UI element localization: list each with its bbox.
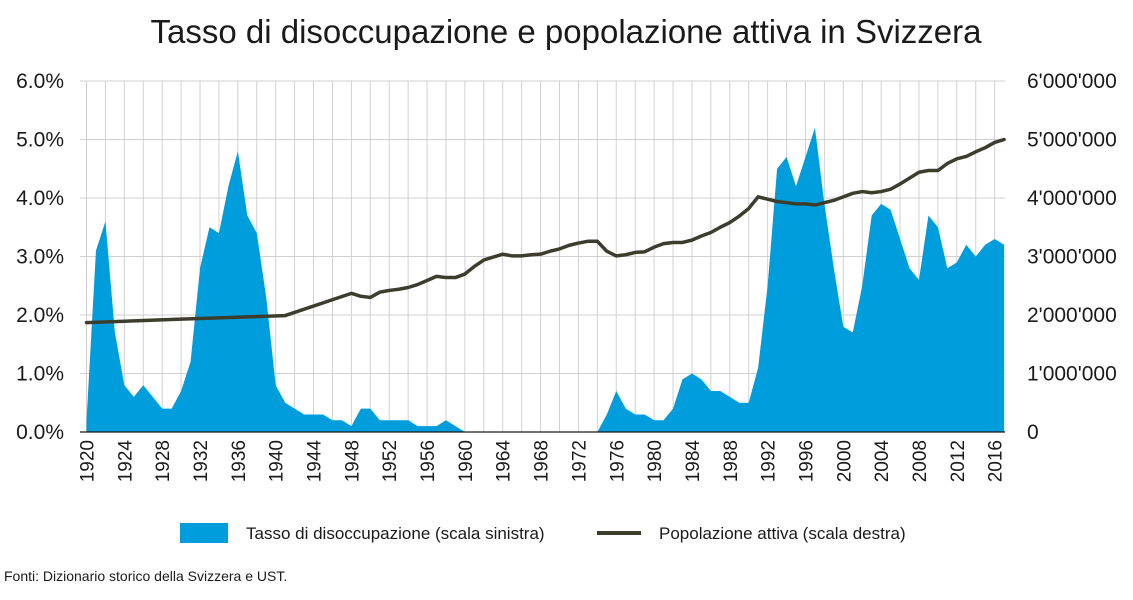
x-tick-label: 1944 — [305, 440, 326, 483]
x-tick-label: 1976 — [607, 440, 628, 482]
x-tick-label: 1972 — [569, 440, 590, 482]
unemployment-area — [86, 127, 1005, 433]
x-tick-label: 2008 — [910, 440, 931, 482]
x-tick-labels: 1920 1924 1928 1932 1936 1940 1944 1948 1952 1956… — [78, 440, 1007, 483]
legend-label-labour-force: Popolazione attiva (scala destra) — [659, 524, 906, 543]
legend-swatch-unemployment — [180, 523, 228, 543]
y-right-tick-label: 0 — [1027, 421, 1039, 444]
y-right-tick-label: 2'000'000 — [1027, 304, 1117, 327]
x-tick-label: 1920 — [78, 440, 99, 482]
legend-label-unemployment: Tasso di disoccupazione (scala sinistra) — [246, 524, 545, 543]
y-left-tick-label: 4.0% — [16, 187, 64, 210]
x-tick-label: 1960 — [456, 440, 477, 482]
x-tick-label: 1980 — [645, 440, 666, 482]
y-right-tick-label: 4'000'000 — [1027, 187, 1117, 210]
x-tick-label: 1988 — [721, 440, 742, 482]
y-left-tick-label: 2.0% — [16, 304, 64, 327]
source-note: Fonti: Dizionario storico della Svizzera… — [4, 568, 287, 584]
x-tick-label: 1968 — [532, 440, 553, 482]
x-tick-label: 2000 — [834, 440, 855, 482]
x-tick-label: 1996 — [796, 440, 817, 482]
chart-title: Tasso di disoccupazione e popolazione at… — [151, 13, 983, 50]
x-tick-label: 1992 — [759, 440, 780, 482]
x-tick-label: 1936 — [229, 440, 250, 482]
x-tick-label: 1964 — [494, 440, 515, 483]
y-left-tick-label: 5.0% — [16, 129, 64, 152]
y-right-tick-label: 5'000'000 — [1027, 129, 1117, 152]
x-tick-label: 1928 — [153, 440, 174, 482]
x-tick-label: 1952 — [380, 440, 401, 482]
labour-force-line-layer — [84, 137, 1006, 325]
legend: Tasso di disoccupazione (scala sinistra)… — [180, 523, 906, 543]
y-right-tick-label: 6'000'000 — [1027, 70, 1117, 93]
x-tick-label: 1940 — [267, 440, 288, 482]
x-tick-label: 1984 — [683, 440, 704, 483]
x-tick-label: 1932 — [191, 440, 212, 482]
unemployment-area-layer — [86, 127, 1005, 433]
y-left-tick-labels: 0.0% 1.0% 2.0% 3.0% 4.0% 5.0% 6.0% — [16, 70, 64, 444]
x-tick-label: 1948 — [342, 440, 363, 482]
y-right-tick-label: 3'000'000 — [1027, 246, 1117, 269]
x-tick-label: 1924 — [115, 440, 136, 483]
y-left-tick-label: 0.0% — [16, 421, 64, 444]
labour-force-line — [84, 137, 1006, 325]
x-tick-label: 2004 — [872, 440, 893, 483]
y-left-tick-label: 3.0% — [16, 246, 64, 269]
y-left-tick-label: 1.0% — [16, 363, 64, 386]
y-left-tick-label: 6.0% — [16, 70, 64, 93]
x-tick-label: 2016 — [986, 440, 1007, 482]
y-right-tick-label: 1'000'000 — [1027, 363, 1117, 386]
x-tick-label: 2012 — [948, 440, 969, 482]
x-tick-label: 1956 — [418, 440, 439, 482]
y-right-tick-labels: 0 1'000'000 2'000'000 3'000'000 4'000'000 5'0… — [1027, 70, 1117, 444]
